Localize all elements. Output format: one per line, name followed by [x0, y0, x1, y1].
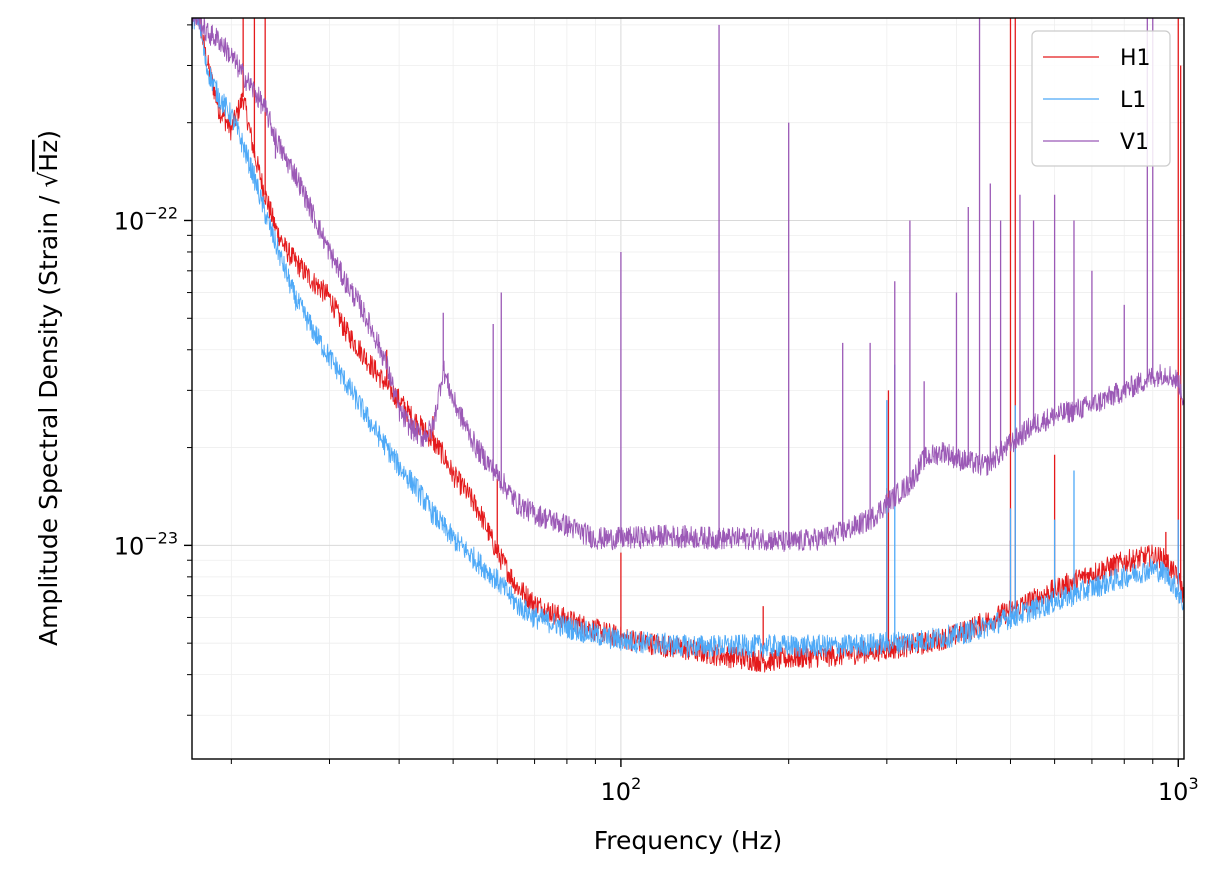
y-axis-label-prefix: Amplitude Spectral Density (Strain / — [34, 188, 63, 646]
legend-label-l1: L1 — [1120, 88, 1146, 113]
series-line-l1 — [192, 18, 1184, 658]
legend-label-v1: V1 — [1120, 130, 1149, 155]
legend-box — [1031, 30, 1171, 167]
y-axis-label-group: Amplitude Spectral Density (Strain / √Hz… — [34, 130, 63, 646]
x-axis-label: Frequency (Hz) — [594, 826, 783, 855]
plot-frame — [191, 17, 1185, 760]
series-line-v1 — [192, 18, 1184, 553]
y-axis-label-suffix: ) — [34, 130, 63, 140]
x-tick-label: 103 — [1158, 774, 1199, 806]
legend: H1 L1 V1 — [1031, 30, 1171, 167]
axis-ticks: 102 103 10−23 10−22 — [114, 24, 1199, 806]
y-tick-label: 10−22 — [114, 203, 178, 235]
legend-label-h1: H1 — [1120, 46, 1151, 71]
y-tick-label: 10−23 — [114, 528, 178, 560]
plot-series — [192, 18, 1184, 673]
y-axis-label-sqrt: √ — [34, 172, 63, 188]
y-axis-label-unit: Hz — [34, 140, 63, 172]
x-tick-label: 102 — [601, 774, 642, 806]
y-axis-label: Amplitude Spectral Density (Strain / √Hz… — [34, 130, 63, 646]
